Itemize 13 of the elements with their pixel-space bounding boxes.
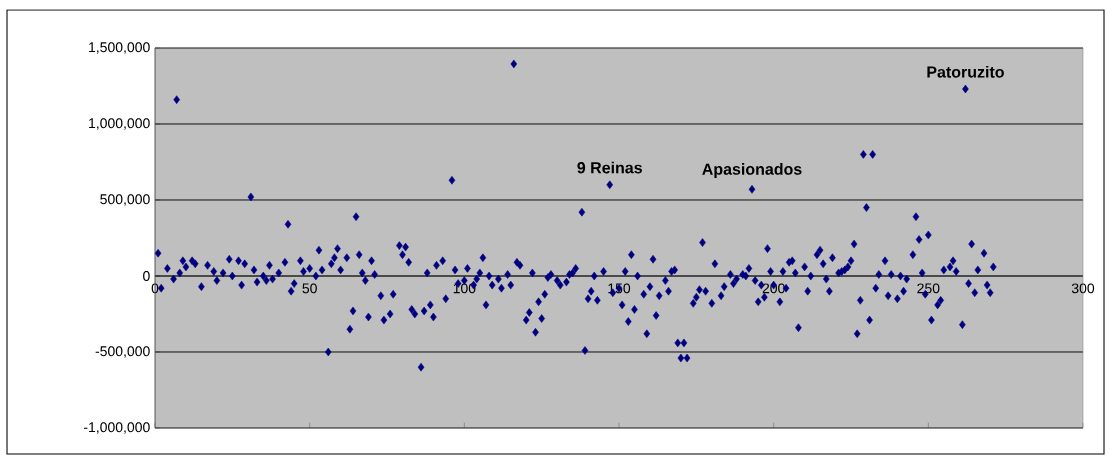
annotation: Apasionados xyxy=(702,163,802,178)
annotation: 9 Reinas xyxy=(577,161,642,174)
x-tick-label: 0 xyxy=(151,283,159,294)
annotation: Patoruzito xyxy=(927,65,1004,78)
y-tick-label: 0 xyxy=(143,271,150,281)
y-tick-label: -500,000 xyxy=(95,346,150,358)
y-tick-label: 1,500,000 xyxy=(89,42,150,54)
x-tick-label: 50 xyxy=(302,283,317,294)
x-tick-label: 250 xyxy=(917,283,940,294)
y-tick-label: 1,000,000 xyxy=(89,118,150,130)
y-tick-label: 500,000 xyxy=(100,194,150,206)
y-tick-label: -1,000,000 xyxy=(83,422,150,434)
x-tick-label: 300 xyxy=(1071,283,1095,294)
